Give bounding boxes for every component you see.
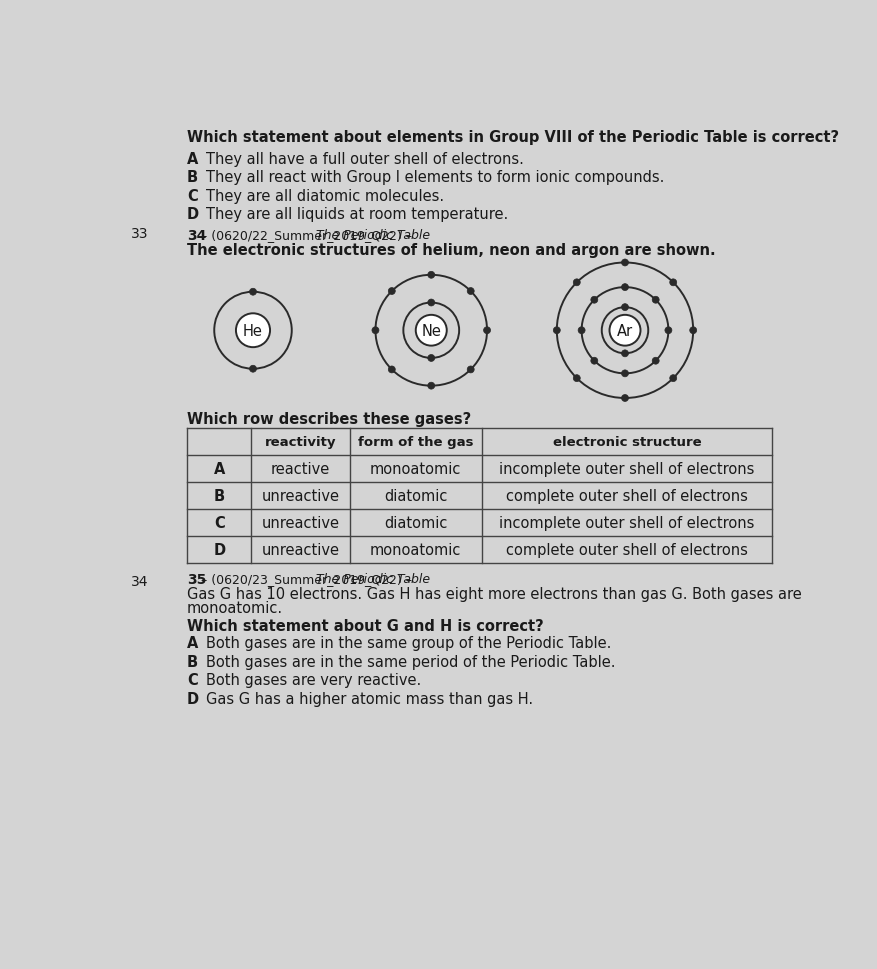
Text: A: A: [187, 636, 198, 650]
Text: 34: 34: [187, 229, 206, 242]
Circle shape: [389, 366, 396, 373]
Circle shape: [622, 284, 629, 292]
Circle shape: [416, 316, 446, 346]
Text: unreactive: unreactive: [261, 488, 339, 503]
Text: A: A: [214, 461, 225, 477]
Circle shape: [652, 358, 660, 364]
Circle shape: [622, 395, 629, 402]
Circle shape: [467, 366, 474, 373]
Circle shape: [467, 288, 474, 296]
Text: Both gases are in the same period of the Periodic Table.: Both gases are in the same period of the…: [206, 654, 616, 669]
Text: 35: 35: [187, 573, 206, 586]
Circle shape: [250, 366, 256, 373]
Text: Ne: Ne: [421, 324, 441, 338]
Circle shape: [389, 288, 396, 296]
Circle shape: [622, 351, 629, 358]
Circle shape: [372, 328, 379, 334]
Text: B: B: [214, 488, 225, 503]
Text: reactivity: reactivity: [265, 435, 337, 449]
Text: Gas G has a higher atomic mass than gas H.: Gas G has a higher atomic mass than gas …: [206, 691, 533, 705]
Text: D: D: [187, 207, 199, 222]
Text: incomplete outer shell of electrons: incomplete outer shell of electrons: [499, 516, 754, 530]
Circle shape: [574, 280, 581, 287]
Text: D: D: [213, 543, 225, 557]
Text: Which row describes these gases?: Which row describes these gases?: [187, 412, 471, 426]
Text: monoatomic: monoatomic: [370, 461, 461, 477]
Text: Gas G has 10 electrons. Gas H has eight more electrons than gas G. Both gases ar: Gas G has 10 electrons. Gas H has eight …: [187, 586, 802, 601]
Text: B: B: [187, 654, 198, 669]
Text: B: B: [187, 171, 198, 185]
Text: monoatomic.: monoatomic.: [187, 600, 283, 615]
Circle shape: [236, 314, 270, 348]
Text: diatomic: diatomic: [384, 488, 447, 503]
Circle shape: [250, 289, 256, 296]
Text: complete outer shell of electrons: complete outer shell of electrons: [506, 488, 748, 503]
Text: incomplete outer shell of electrons: incomplete outer shell of electrons: [499, 461, 754, 477]
Text: electronic structure: electronic structure: [553, 435, 702, 449]
Text: C: C: [187, 672, 198, 687]
Circle shape: [428, 383, 435, 390]
Text: The electronic structures of helium, neon and argon are shown.: The electronic structures of helium, neo…: [187, 242, 716, 258]
Circle shape: [610, 316, 640, 346]
Circle shape: [428, 299, 435, 306]
Text: monoatomic: monoatomic: [370, 543, 461, 557]
Text: C: C: [187, 189, 198, 203]
Text: A: A: [187, 152, 198, 167]
Text: They all react with Group I elements to form ionic compounds.: They all react with Group I elements to …: [206, 171, 665, 185]
Text: The Periodic Table: The Periodic Table: [316, 573, 430, 585]
Text: They are all liquids at room temperature.: They are all liquids at room temperature…: [206, 207, 509, 222]
Text: They are all diatomic molecules.: They are all diatomic molecules.: [206, 189, 445, 203]
Text: unreactive: unreactive: [261, 516, 339, 530]
Text: 34: 34: [132, 574, 149, 588]
Text: Ar: Ar: [617, 324, 633, 338]
Circle shape: [591, 297, 598, 304]
Text: form of the gas: form of the gas: [358, 435, 474, 449]
Text: reactive: reactive: [271, 461, 331, 477]
Text: They all have a full outer shell of electrons.: They all have a full outer shell of elec…: [206, 152, 524, 167]
Circle shape: [622, 304, 629, 311]
Text: – (0620/22_Summer_2019_Q22) –: – (0620/22_Summer_2019_Q22) –: [201, 229, 416, 241]
Circle shape: [578, 328, 585, 334]
Text: diatomic: diatomic: [384, 516, 447, 530]
Circle shape: [483, 328, 490, 334]
Circle shape: [670, 280, 677, 287]
Text: 33: 33: [132, 227, 149, 241]
Circle shape: [665, 328, 672, 334]
Circle shape: [428, 355, 435, 362]
Circle shape: [622, 370, 629, 378]
Text: Both gases are very reactive.: Both gases are very reactive.: [206, 672, 422, 687]
Circle shape: [591, 358, 598, 364]
Circle shape: [670, 375, 677, 382]
Text: Which statement about elements in Group VIII of the Periodic Table is correct?: Which statement about elements in Group …: [187, 130, 839, 145]
Circle shape: [652, 297, 660, 304]
Circle shape: [553, 328, 560, 334]
Text: D: D: [187, 691, 199, 705]
Text: complete outer shell of electrons: complete outer shell of electrons: [506, 543, 748, 557]
Circle shape: [622, 260, 629, 266]
Text: – (0620/23_Summer_2019_Q22) –: – (0620/23_Summer_2019_Q22) –: [201, 573, 416, 585]
Text: Which statement about G and H is correct?: Which statement about G and H is correct…: [187, 618, 544, 634]
Circle shape: [428, 272, 435, 279]
Text: unreactive: unreactive: [261, 543, 339, 557]
Text: He: He: [243, 324, 263, 338]
Text: The Periodic Table: The Periodic Table: [316, 229, 430, 241]
Circle shape: [689, 328, 696, 334]
Text: C: C: [214, 516, 225, 530]
Text: Both gases are in the same group of the Periodic Table.: Both gases are in the same group of the …: [206, 636, 612, 650]
Circle shape: [574, 375, 581, 382]
